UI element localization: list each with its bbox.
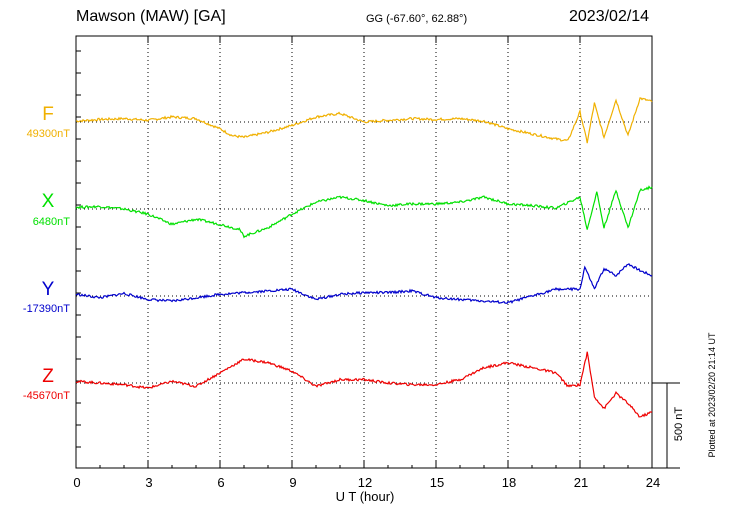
series-label-x: X — [41, 191, 55, 212]
series-line-y — [75, 263, 653, 305]
coordinates-label: GG (-67.60°, 62.88°) — [366, 13, 468, 25]
station-title: Mawson (MAW) [GA] — [76, 8, 226, 25]
series-label-z: Z — [42, 366, 54, 387]
x-tick-label: 9 — [289, 475, 297, 490]
x-tick-label: 0 — [73, 475, 81, 490]
baseline-label-f: 49300nT — [26, 128, 70, 140]
series-line-z — [75, 351, 653, 418]
x-tick-label: 3 — [145, 475, 153, 490]
series-line-x — [75, 185, 653, 239]
date-label: 2023/02/14 — [569, 8, 650, 25]
x-tick-label: 6 — [217, 475, 225, 490]
baseline-label-z: -45670nT — [22, 390, 70, 402]
x-tick-label: 21 — [573, 475, 589, 490]
series-label-y: Y — [41, 279, 55, 300]
baseline-label-y: -17390nT — [22, 303, 70, 315]
x-tick-label: 15 — [429, 475, 445, 490]
scale-bar-label: 500 nT — [673, 406, 686, 442]
baseline-label-x: 6480nT — [32, 216, 70, 228]
x-tick-label: 18 — [501, 475, 517, 490]
series-label-f: F — [42, 104, 54, 125]
x-tick-label: 12 — [357, 475, 373, 490]
x-axis-label: U T (hour) — [335, 489, 395, 504]
plotted-timestamp: Plotted at 2023/02/20 21:14 UT — [707, 332, 717, 458]
x-tick-label: 24 — [645, 475, 661, 490]
series-line-f — [75, 97, 653, 144]
